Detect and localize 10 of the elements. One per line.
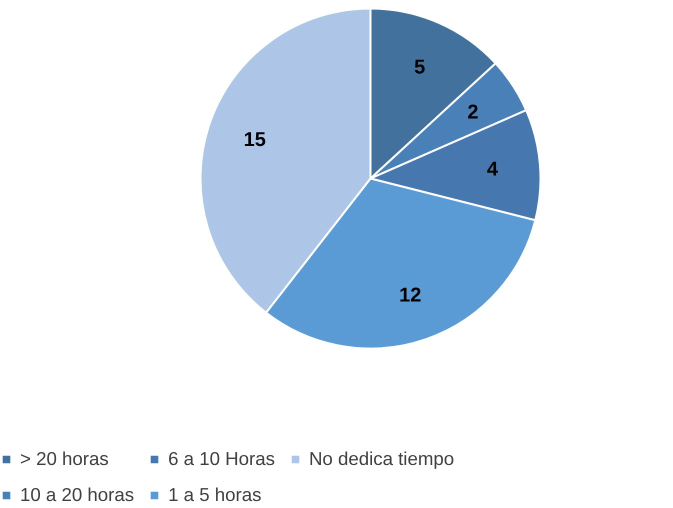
legend-label: 1 a 5 horas xyxy=(168,484,262,506)
legend-label: 6 a 10 Horas xyxy=(168,448,275,470)
data-label: 12 xyxy=(399,284,422,306)
legend-label: > 20 horas xyxy=(20,448,109,470)
data-label: 4 xyxy=(486,158,499,180)
legend-label: 10 a 20 horas xyxy=(20,484,134,506)
legend-label: No dedica tiempo xyxy=(308,448,454,470)
data-label: 5 xyxy=(414,56,426,78)
data-label: 2 xyxy=(467,102,479,124)
data-label: 15 xyxy=(244,128,266,151)
